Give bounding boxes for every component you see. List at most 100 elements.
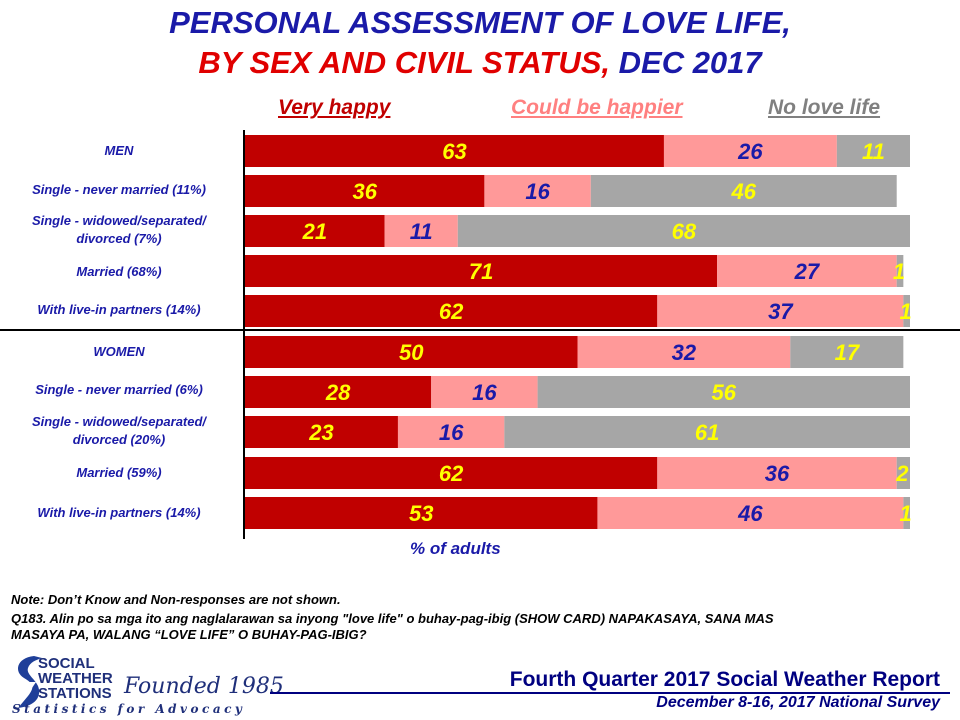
bar-segment-no-love-life [504,416,910,448]
row-label-text: MEN [104,143,134,158]
bar-value-label-could-be-happier: 37 [768,299,794,324]
row-label-text: With live-in partners (14%) [37,505,201,520]
bar-value-label-very-happy: 28 [325,380,351,405]
row-label-text: Single - widowed/separated/ [31,213,207,228]
logo-founded: Founded 1985 [124,674,284,699]
row-label-women: WOMEN [0,341,238,363]
row-label-women-single-widowed: Single - widowed/separated/divorced (20%… [0,413,238,449]
bar-value-label-no-love-life: 61 [695,420,719,445]
bar-value-label-no-love-life: 68 [672,219,697,244]
bar-segment-very-happy [245,175,485,207]
legend-no-love-life: No love life [768,96,881,119]
bar-value-label-no-love-life: 46 [731,179,757,204]
row-label-text: Single - never married (11%) [32,182,206,197]
note-question-line1: Q183. Alin po sa mga ito ang naglalarawa… [11,611,774,626]
bar-value-label-could-be-happier: 16 [439,420,464,445]
bar-value-label-no-love-life: 11 [862,139,885,164]
sws-logo-icon [14,656,42,708]
bar-value-label-could-be-happier: 11 [410,219,433,244]
bar-segment-no-love-life [903,497,910,529]
bar-value-label-no-love-life: 1 [893,259,905,284]
bar-value-label-very-happy: 62 [439,299,464,324]
chart-title-line2: BY SEX AND CIVIL STATUS, DEC 2017 [0,44,960,82]
bar-value-label-no-love-life: 2 [895,461,909,486]
row-label-women-married: Married (59%) [0,462,238,484]
row-label-men-married: Married (68%) [0,261,238,283]
bar-value-label-very-happy: 50 [399,340,424,365]
logo-text-weather: WEATHER [38,670,113,687]
bar-segment-very-happy [245,497,598,529]
row-label-men: MEN [0,140,238,162]
bar-segment-very-happy [245,416,398,448]
bar-value-label-very-happy: 36 [352,179,377,204]
row-label-women-live-in: With live-in partners (14%) [0,502,238,524]
chart-title-line2-part1: BY SEX AND CIVIL STATUS, [198,45,611,80]
bar-segment-very-happy [245,336,578,368]
bar-value-label-very-happy: 71 [469,259,493,284]
bar-segment-could-be-happier [384,215,458,247]
bar-segment-no-love-life [790,336,904,368]
bar-value-label-very-happy: 53 [409,501,433,526]
legend-very-happy: Very happy [278,96,391,119]
bar-segment-could-be-happier [397,416,505,448]
logo-text-social: SOCIAL [38,655,95,672]
bar-value-label-could-be-happier: 36 [765,461,790,486]
chart-title-line1: PERSONAL ASSESSMENT OF LOVE LIFE, [169,5,791,40]
bar-segment-could-be-happier [657,457,897,489]
bar-segment-no-love-life [590,175,897,207]
bar-segment-no-love-life [903,295,910,327]
note-nonresponse: Note: Don’t Know and Non-responses are n… [11,592,341,607]
bar-segment-could-be-happier [663,135,837,167]
bar-segment-could-be-happier [431,376,538,408]
bar-segment-no-love-life [457,215,910,247]
row-label-text: WOMEN [93,344,145,359]
row-label-text: Married (59%) [76,465,162,480]
bar-segment-no-love-life [537,376,910,408]
bar-segment-very-happy [245,255,718,287]
note-question-line2: MASAYA PA, WALANG “LOVE LIFE” O BUHAY-PA… [11,627,367,642]
bar-value-label-no-love-life: 1 [900,299,912,324]
bar-value-label-very-happy: 21 [302,219,327,244]
bar-segment-very-happy [245,376,432,408]
row-label-text: With live-in partners (14%) [37,302,201,317]
bar-segment-no-love-life [896,255,904,287]
bar-segment-no-love-life [836,135,910,167]
logo-tagline: Statistics for Advocacy [12,702,246,716]
bar-value-label-no-love-life: 56 [712,380,737,405]
bar-value-label-very-happy: 62 [439,461,464,486]
row-label-text: divorced (20%) [72,432,166,447]
bar-value-label-could-be-happier: 27 [794,259,821,284]
bar-value-label-very-happy: 23 [308,420,333,445]
logo-text-stations: STATIONS [38,685,112,702]
bar-segment-could-be-happier [657,295,904,327]
chart-title-line2-part2: DEC 2017 [610,45,762,80]
bar-segment-very-happy [245,215,385,247]
bar-value-label-no-love-life: 17 [835,340,861,365]
row-label-text: Married (68%) [76,264,162,279]
chart-vertical-axis [243,130,245,539]
row-label-text: Single - widowed/separated/ [31,414,207,429]
bar-segment-could-be-happier [577,336,791,368]
bar-segment-very-happy [245,295,658,327]
bar-segment-no-love-life [896,457,910,489]
bar-value-label-could-be-happier: 46 [737,501,763,526]
row-label-text: divorced (7%) [76,231,162,246]
legend-could-be-happier: Could be happier [511,96,683,119]
bar-segment-could-be-happier [597,497,904,529]
row-label-men-single-never: Single - never married (11%) [0,179,238,201]
row-label-text: Single - never married (6%) [35,382,203,397]
row-label-women-single-never: Single - never married (6%) [0,379,238,401]
row-label-men-single-widowed: Single - widowed/separated/divorced (7%) [0,212,238,248]
bar-value-label-could-be-happier: 26 [737,139,763,164]
bar-segment-very-happy [245,135,664,167]
report-title: Fourth Quarter 2017 Social Weather Repor… [509,668,940,691]
bar-value-label-could-be-happier: 32 [672,340,697,365]
survey-dates: December 8-16, 2017 National Survey [656,694,940,711]
bar-segment-could-be-happier [717,255,897,287]
bar-value-label-could-be-happier: 16 [525,179,550,204]
bar-segment-very-happy [245,457,658,489]
bar-value-label-could-be-happier: 16 [472,380,497,405]
bar-value-label-no-love-life: 1 [900,501,912,526]
men-women-divider [0,329,960,331]
